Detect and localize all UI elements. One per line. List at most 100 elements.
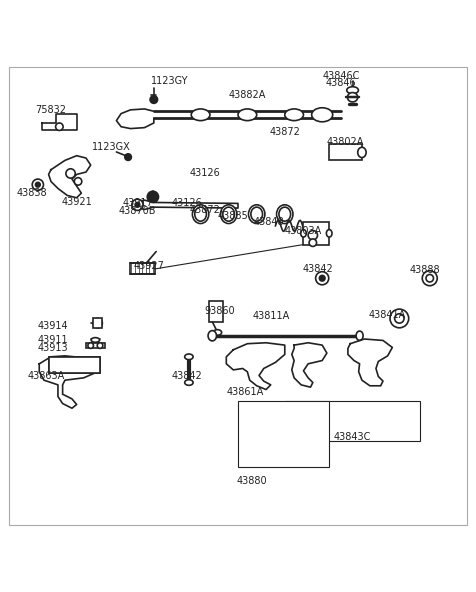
Ellipse shape — [91, 337, 99, 342]
Text: 75832: 75832 — [35, 105, 67, 115]
Bar — [86, 343, 105, 348]
Ellipse shape — [327, 230, 332, 237]
Circle shape — [308, 230, 317, 240]
Bar — [304, 222, 329, 244]
Polygon shape — [292, 343, 327, 387]
Text: 43842: 43842 — [171, 371, 202, 381]
Ellipse shape — [356, 331, 363, 340]
Circle shape — [395, 314, 404, 323]
Circle shape — [426, 275, 434, 282]
Ellipse shape — [312, 108, 333, 122]
Bar — [209, 301, 223, 321]
Ellipse shape — [220, 205, 237, 224]
Text: 43861A: 43861A — [227, 387, 264, 397]
Polygon shape — [117, 109, 154, 128]
Bar — [285, 401, 420, 441]
Text: 43917: 43917 — [122, 198, 153, 208]
Text: 43802A: 43802A — [327, 137, 364, 147]
Circle shape — [309, 239, 317, 246]
Text: 43846: 43846 — [326, 78, 356, 88]
Ellipse shape — [194, 206, 208, 223]
Circle shape — [88, 343, 93, 348]
Ellipse shape — [191, 109, 210, 121]
Text: 43921: 43921 — [61, 198, 92, 207]
Circle shape — [135, 202, 140, 207]
Circle shape — [56, 123, 63, 130]
Ellipse shape — [301, 230, 306, 237]
Polygon shape — [226, 343, 285, 390]
Text: 43841A: 43841A — [369, 310, 407, 320]
Text: 43811A: 43811A — [252, 311, 289, 321]
Ellipse shape — [222, 206, 236, 223]
Ellipse shape — [238, 109, 257, 121]
Ellipse shape — [192, 205, 209, 224]
Text: 43846C: 43846C — [322, 71, 359, 81]
Ellipse shape — [278, 206, 292, 223]
Circle shape — [319, 275, 325, 281]
Text: 1123GY: 1123GY — [151, 76, 189, 86]
Circle shape — [97, 343, 103, 348]
Text: 43914: 43914 — [38, 321, 69, 332]
Ellipse shape — [299, 411, 308, 424]
Bar — [238, 401, 329, 466]
Ellipse shape — [208, 330, 217, 341]
Circle shape — [316, 272, 329, 285]
Text: 43872: 43872 — [190, 205, 221, 215]
Text: 93860: 93860 — [204, 306, 235, 316]
Circle shape — [32, 179, 43, 190]
Ellipse shape — [250, 206, 264, 223]
Ellipse shape — [285, 109, 304, 121]
Text: 43870B: 43870B — [119, 206, 156, 216]
Text: 43888: 43888 — [410, 265, 440, 275]
Ellipse shape — [195, 207, 207, 221]
Text: 43927: 43927 — [134, 260, 165, 271]
Text: 43885: 43885 — [218, 211, 248, 221]
Polygon shape — [135, 200, 238, 210]
Text: 43863A: 43863A — [28, 371, 65, 381]
Ellipse shape — [185, 379, 193, 385]
Bar — [129, 263, 155, 274]
Circle shape — [93, 318, 102, 328]
Ellipse shape — [277, 205, 293, 224]
Ellipse shape — [347, 92, 358, 102]
Ellipse shape — [185, 354, 193, 359]
Ellipse shape — [341, 144, 350, 156]
Text: 43803A: 43803A — [285, 227, 322, 236]
Ellipse shape — [223, 207, 235, 221]
Ellipse shape — [251, 207, 263, 221]
Circle shape — [66, 169, 75, 178]
Polygon shape — [49, 156, 91, 198]
Polygon shape — [348, 339, 392, 386]
Text: 43882A: 43882A — [228, 90, 266, 100]
Circle shape — [36, 182, 40, 187]
Text: 43872: 43872 — [269, 127, 300, 137]
Bar — [93, 318, 102, 328]
Text: 43838: 43838 — [17, 188, 48, 198]
Text: 43848: 43848 — [253, 217, 284, 227]
Bar — [49, 357, 100, 373]
Circle shape — [147, 191, 159, 202]
Circle shape — [422, 271, 437, 286]
Ellipse shape — [248, 205, 265, 224]
Text: 43911: 43911 — [38, 336, 69, 345]
Ellipse shape — [347, 86, 358, 94]
Text: 43880: 43880 — [237, 476, 268, 485]
Bar — [329, 144, 362, 160]
Text: 43126: 43126 — [171, 198, 202, 208]
Circle shape — [132, 199, 143, 210]
Circle shape — [150, 96, 158, 104]
Ellipse shape — [358, 147, 366, 157]
Text: 1123GX: 1123GX — [92, 142, 131, 152]
Polygon shape — [39, 356, 98, 408]
Ellipse shape — [213, 330, 222, 335]
Circle shape — [390, 309, 409, 328]
Bar — [49, 357, 100, 373]
Text: 43126: 43126 — [190, 169, 221, 178]
Ellipse shape — [357, 410, 369, 426]
Circle shape — [74, 178, 82, 185]
Ellipse shape — [279, 207, 291, 221]
Text: 43913: 43913 — [38, 343, 69, 353]
Circle shape — [125, 154, 131, 160]
Ellipse shape — [400, 410, 411, 425]
Text: 43843C: 43843C — [334, 432, 371, 442]
